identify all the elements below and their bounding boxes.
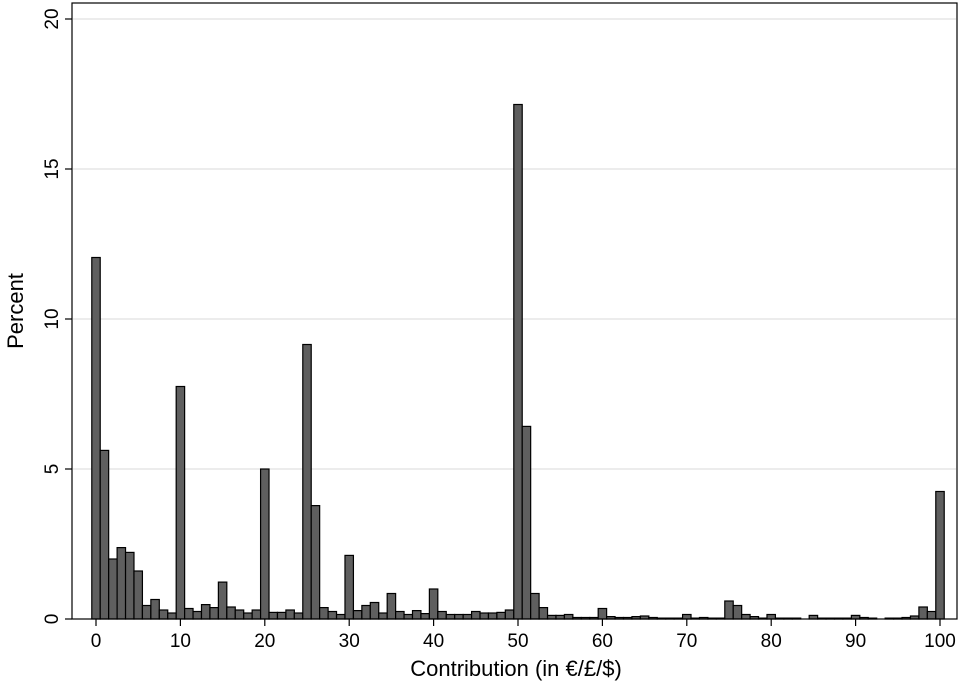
- y-tick-label: 15: [42, 158, 63, 179]
- bar-44: [462, 613, 473, 620]
- y-tick-label: 20: [42, 8, 63, 29]
- x-tick-label: 100: [924, 631, 956, 652]
- bar-5: [133, 570, 144, 620]
- bar-32: [361, 604, 371, 620]
- bar-25: [302, 343, 312, 620]
- y-tick-label: 0: [42, 614, 63, 625]
- bar-41: [437, 610, 447, 620]
- bar-18: [243, 612, 253, 620]
- bar-2: [108, 558, 118, 620]
- bar-46: [479, 612, 490, 620]
- y-axis: 0 5 10 15 20: [42, 8, 72, 624]
- bar-37: [403, 613, 414, 620]
- bar-98: [918, 606, 928, 620]
- bar-26: [310, 505, 321, 620]
- bar-40: [428, 588, 439, 620]
- bar-1: [99, 449, 110, 620]
- bar-53: [538, 606, 549, 620]
- bar-49: [504, 609, 515, 620]
- bar-30: [344, 554, 355, 620]
- bar-24: [293, 612, 304, 620]
- bar-8: [158, 609, 169, 620]
- bar-10: [175, 385, 186, 620]
- bar-45: [470, 610, 481, 620]
- bar-75: [724, 600, 734, 620]
- bar-80: [766, 613, 777, 620]
- bar-14: [209, 606, 219, 620]
- bar-4: [124, 551, 135, 620]
- bar-34: [378, 612, 388, 620]
- bar-31: [352, 609, 363, 620]
- x-tick-label: 20: [254, 631, 275, 652]
- bar-52: [530, 592, 540, 620]
- bar-19: [251, 609, 262, 620]
- x-tick-label: 10: [170, 631, 191, 652]
- x-tick-label: 50: [507, 631, 528, 652]
- bar-6: [141, 604, 152, 620]
- y-axis-title: Percent: [3, 273, 28, 349]
- bar-35: [386, 592, 397, 620]
- x-axis-title: Contribution (in €/£/$): [410, 656, 622, 681]
- bar-39: [420, 612, 430, 620]
- bar-7: [150, 598, 160, 620]
- bar-76: [732, 604, 743, 620]
- x-tick-label: 60: [592, 631, 613, 652]
- bar-16: [226, 606, 236, 620]
- bar-15: [217, 581, 228, 620]
- bar-27: [319, 606, 329, 620]
- bar-23: [285, 609, 295, 620]
- bar-47: [487, 612, 498, 620]
- bar-56: [563, 613, 574, 620]
- bar-0: [91, 256, 101, 620]
- y-tick-label: 10: [42, 308, 63, 329]
- bar-series: [91, 103, 945, 620]
- x-tick-label: 30: [339, 631, 360, 652]
- bar-29: [335, 613, 346, 620]
- bar-60: [597, 607, 608, 620]
- plot-frame: [71, 2, 958, 620]
- bar-21: [268, 611, 279, 620]
- bar-20: [259, 468, 270, 620]
- x-tick-label: 0: [91, 631, 102, 652]
- bar-70: [681, 613, 692, 620]
- bar-17: [234, 609, 245, 620]
- x-axis: 0 10 20 30 40 50 60 70 80 90 100: [91, 619, 956, 652]
- bar-48: [496, 611, 506, 620]
- bar-99: [926, 610, 937, 620]
- x-tick-label: 80: [761, 631, 782, 652]
- bar-9: [167, 612, 177, 620]
- bar-36: [395, 610, 405, 620]
- bar-28: [327, 610, 338, 620]
- bar-43: [454, 613, 464, 620]
- y-tick-label: 5: [42, 464, 63, 475]
- x-tick-label: 70: [676, 631, 697, 652]
- bar-51: [521, 425, 532, 620]
- bar-33: [369, 601, 380, 620]
- bar-100: [935, 490, 945, 620]
- bar-11: [184, 607, 194, 620]
- bar-13: [200, 603, 211, 620]
- bar-50: [513, 103, 523, 620]
- bar-3: [116, 546, 127, 620]
- bar-77: [741, 613, 751, 620]
- x-tick-label: 90: [845, 631, 866, 652]
- bar-38: [411, 609, 422, 620]
- bar-12: [192, 610, 203, 620]
- bar-42: [445, 613, 456, 620]
- bar-22: [276, 611, 287, 620]
- x-tick-label: 40: [423, 631, 444, 652]
